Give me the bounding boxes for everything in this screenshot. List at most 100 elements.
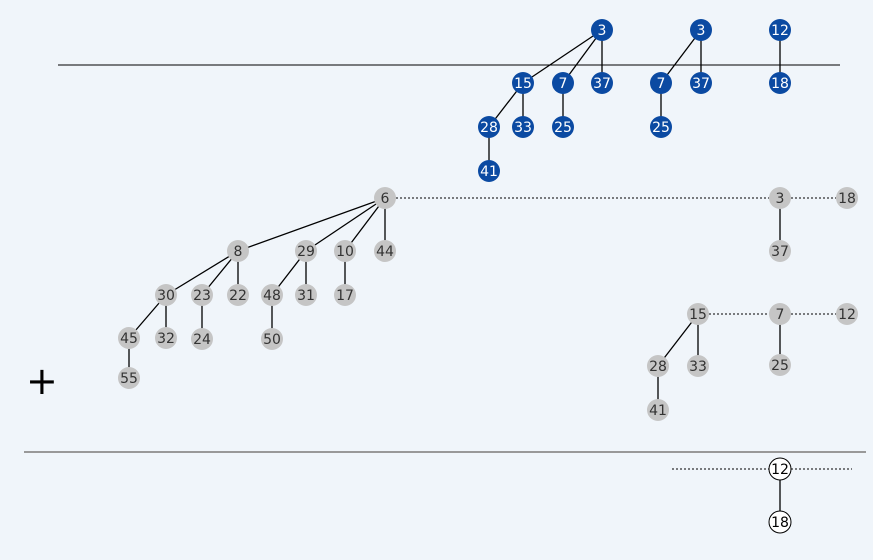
heap-root-node: 15 [687,303,709,325]
node-key: 17 [336,288,354,304]
node-circle [836,187,858,209]
node-circle [261,328,283,350]
node-circle [155,327,177,349]
node-circle [295,240,317,262]
node-key: 3 [697,23,706,39]
node-circle [552,72,574,94]
node-key: 29 [297,244,315,260]
node-key: 12 [771,462,789,478]
tree-edge [522,29,603,84]
heap-node: 31 [295,284,317,306]
node-circle [334,284,356,306]
heap-node: 37 [690,72,712,94]
node-key: 37 [593,76,611,92]
node-key: 37 [692,76,710,92]
node-key: 48 [263,288,281,304]
heap-root-node: 12 [769,19,791,41]
heap-node: 30 [155,284,177,306]
node-circle [374,240,396,262]
heap-node: 10 [334,240,356,262]
heap-root-node: 18 [836,187,858,209]
node-circle [478,160,500,182]
node-circle [768,510,792,534]
node-key: 30 [157,288,175,304]
node-circle [687,303,709,325]
heap-node: 15 [512,72,534,94]
node-circle [769,72,791,94]
heap-node: 48 [261,284,283,306]
node-circle [118,327,140,349]
heap-node: 25 [769,354,791,376]
plus-operator: + [26,359,58,403]
tree-edge [660,29,702,84]
heap-node: 44 [374,240,396,262]
node-circle [647,399,669,421]
heap-node: 18 [768,510,792,534]
node-key: 44 [376,244,394,260]
heap-node: 37 [591,72,613,94]
heap-node: 28 [478,116,500,138]
node-key: 28 [480,120,498,136]
tree-edge [165,250,239,296]
node-key: 7 [559,76,568,92]
heap-root-node: 12 [768,457,792,481]
node-circle [191,328,213,350]
node-circle [690,72,712,94]
node-key: 25 [554,120,572,136]
node-key: 41 [649,403,667,419]
node-circle [591,19,613,41]
tree-edge [305,197,386,252]
heap-root-node: 12 [836,303,858,325]
heap-node: 7 [552,72,574,94]
node-key: 10 [336,244,354,260]
heap-node: 32 [155,327,177,349]
node-circle [769,187,791,209]
heap-node: 33 [687,355,709,377]
heap-node: 28 [647,355,669,377]
node-circle [769,303,791,325]
heap-node: 41 [647,399,669,421]
node-circle [769,19,791,41]
heap-node: 33 [512,116,534,138]
node-key: 18 [838,191,856,207]
node-key: 18 [771,515,789,531]
node-circle [374,187,396,209]
node-circle [227,240,249,262]
heap-node: 55 [118,367,140,389]
heap-node: 7 [650,72,672,94]
node-circle [512,116,534,138]
heap-root-node: 3 [591,19,613,41]
tree-edge [344,197,386,252]
node-circle [650,72,672,94]
heap-node: 50 [261,328,283,350]
node-circle [478,116,500,138]
heap-node: 8 [227,240,249,262]
node-key: 15 [514,76,532,92]
heap-node: 18 [769,72,791,94]
node-circle [591,72,613,94]
node-circle [769,240,791,262]
node-circle [650,116,672,138]
node-circle [690,19,712,41]
node-circle [118,367,140,389]
heap-root-node: 7 [769,303,791,325]
node-key: 33 [689,359,707,375]
heap-node: 17 [334,284,356,306]
node-key: 45 [120,331,138,347]
node-key: 41 [480,164,498,180]
node-key: 12 [771,23,789,39]
node-key: 50 [263,332,281,348]
node-key: 8 [234,244,243,260]
node-circle [191,284,213,306]
node-key: 31 [297,288,315,304]
heap-node: 23 [191,284,213,306]
node-circle [552,116,574,138]
node-key: 25 [771,358,789,374]
node-circle [836,303,858,325]
node-key: 25 [652,120,670,136]
heap-node: 45 [118,327,140,349]
node-circle [687,355,709,377]
node-circle [155,284,177,306]
node-key: 23 [193,288,211,304]
